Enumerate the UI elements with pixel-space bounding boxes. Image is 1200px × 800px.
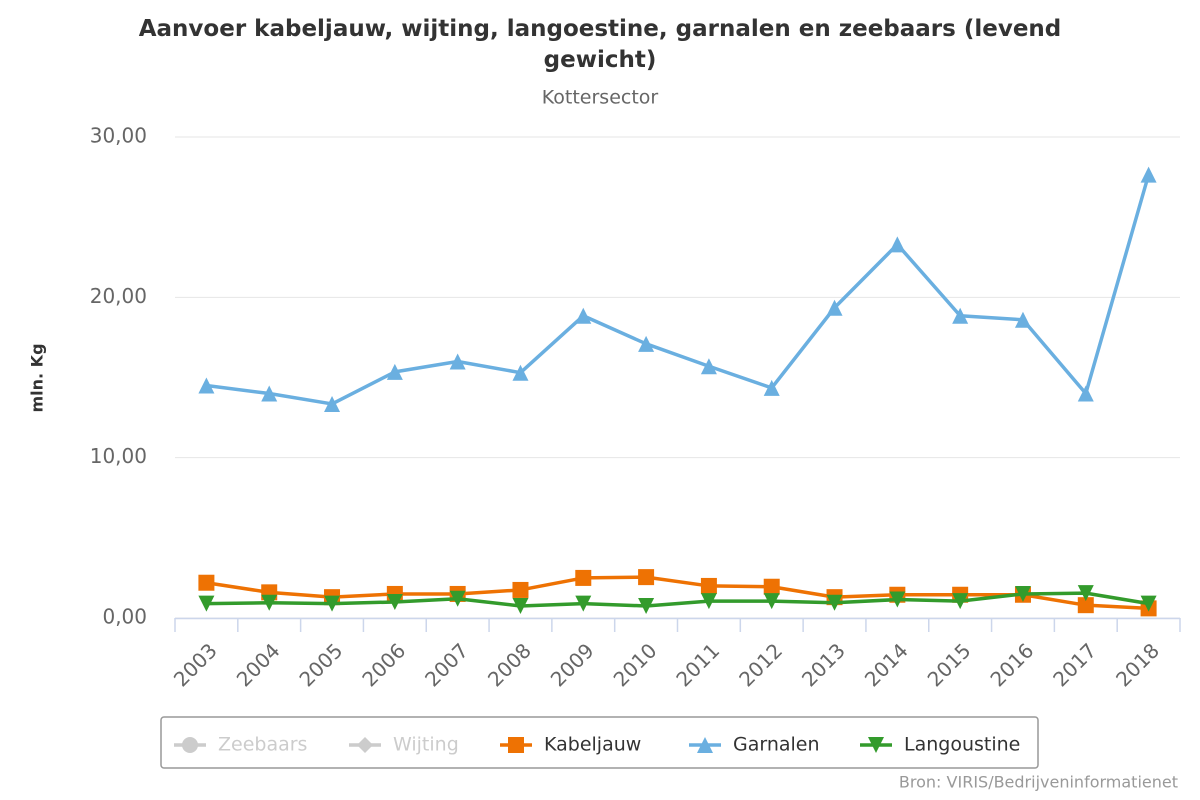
point-marker xyxy=(700,593,717,610)
y-tick-label: 0,00 xyxy=(102,605,147,629)
point-marker xyxy=(763,578,780,595)
point-marker xyxy=(952,307,969,324)
chart-subtitle: Kottersector xyxy=(542,87,659,109)
point-marker xyxy=(1077,597,1094,614)
point-marker xyxy=(198,377,215,394)
x-tick-label: 2016 xyxy=(985,638,1038,691)
point-marker xyxy=(763,379,780,396)
x-tick-label: 2010 xyxy=(609,638,662,691)
point-marker xyxy=(449,353,466,370)
x-tick-label: 2017 xyxy=(1048,638,1101,691)
legend-label: Langoustine xyxy=(904,734,1020,756)
point-marker xyxy=(198,574,215,591)
x-tick-label: 2008 xyxy=(483,638,536,691)
legend-box xyxy=(160,716,1039,769)
point-marker xyxy=(386,593,403,610)
x-tick-label: 2014 xyxy=(860,638,913,691)
legend-label: Garnalen xyxy=(733,734,820,756)
x-tick-label: 2003 xyxy=(169,638,222,691)
point-marker xyxy=(889,591,906,608)
point-marker xyxy=(575,595,592,612)
series-line xyxy=(206,591,1149,608)
legend-symbol xyxy=(697,737,713,753)
point-marker xyxy=(1014,311,1031,328)
x-tick-label: 2012 xyxy=(734,638,787,691)
x-tick-label: 2009 xyxy=(546,638,599,691)
point-marker xyxy=(1140,595,1157,612)
x-tick-label: 2006 xyxy=(357,638,410,691)
point-marker xyxy=(826,299,843,316)
point-marker xyxy=(638,335,655,352)
point-marker xyxy=(889,236,906,253)
point-marker xyxy=(512,581,529,598)
point-marker xyxy=(952,593,969,610)
x-tick-label: 2004 xyxy=(232,638,285,691)
legend-symbol xyxy=(868,737,884,753)
legend-symbol xyxy=(508,737,524,753)
point-marker xyxy=(512,597,529,614)
y-tick-label: 20,00 xyxy=(90,284,147,308)
point-marker xyxy=(1014,585,1031,602)
legend-label: Kabeljauw xyxy=(544,734,641,756)
x-tick-label: 2018 xyxy=(1111,638,1164,691)
point-marker xyxy=(700,577,717,594)
point-marker xyxy=(638,597,655,614)
point-marker xyxy=(261,594,278,611)
point-marker xyxy=(1140,166,1157,183)
series-line xyxy=(206,174,1151,406)
point-marker xyxy=(638,569,655,586)
point-marker xyxy=(324,395,341,412)
point-marker xyxy=(449,590,466,607)
x-tick-label: 2011 xyxy=(671,638,724,691)
point-marker xyxy=(261,385,278,402)
point-marker xyxy=(386,363,403,380)
x-tick-label: 2015 xyxy=(923,638,976,691)
source: Bron: VIRIS/Bedrijveninformatienet xyxy=(899,773,1178,792)
legend-symbol xyxy=(182,737,198,753)
legend-label: Wijting xyxy=(393,734,459,756)
chart-title: Aanvoer kabeljauw, wijting, langoestine,… xyxy=(138,16,1062,73)
y-tick-label: 30,00 xyxy=(90,124,147,148)
y-tick-label: 10,00 xyxy=(90,444,147,468)
point-marker xyxy=(826,594,843,611)
point-marker xyxy=(763,593,780,610)
point-marker xyxy=(324,595,341,612)
legend-symbol xyxy=(357,737,373,753)
point-marker xyxy=(1077,585,1094,602)
point-marker xyxy=(700,358,717,375)
y-axis-label: mln. Kg xyxy=(28,343,47,412)
point-marker xyxy=(575,307,592,324)
x-tick-label: 2005 xyxy=(294,638,347,691)
x-tick-label: 2013 xyxy=(797,638,850,691)
point-marker xyxy=(1077,385,1094,402)
point-marker xyxy=(512,364,529,381)
point-marker xyxy=(198,595,215,612)
x-tick-label: 2007 xyxy=(420,638,473,691)
point-marker xyxy=(575,569,592,586)
series-line xyxy=(206,575,1149,611)
legend-label: Zeebaars xyxy=(218,734,307,756)
